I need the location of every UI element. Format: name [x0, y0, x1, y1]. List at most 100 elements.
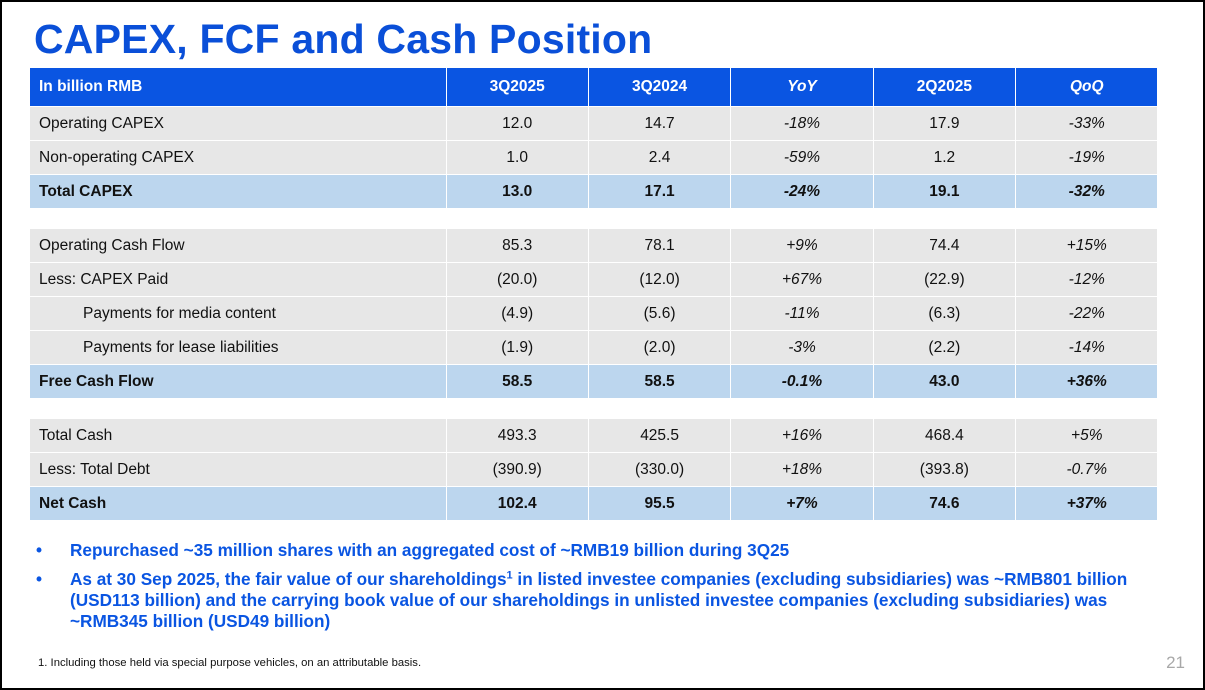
cell-3q2025: 493.3 [446, 418, 589, 453]
cell-yoy: +18% [730, 452, 874, 487]
cell-2q2025: (2.2) [873, 330, 1017, 365]
cell-3q2024: 95.5 [588, 486, 732, 520]
bullet-list: • Repurchased ~35 million shares with an… [34, 540, 1174, 640]
cell-yoy: +67% [730, 262, 874, 297]
cell-qoq: -19% [1015, 140, 1159, 175]
column-header-2q2025: 2Q2025 [873, 68, 1017, 107]
column-header-metric: In billion RMB [30, 68, 447, 107]
cell-3q2025: 58.5 [446, 364, 589, 399]
table-row-operating-cash-flow: Operating Cash Flow 85.3 78.1 +9% 74.4 +… [30, 228, 1159, 263]
table-row-non-operating-capex: Non-operating CAPEX 1.0 2.4 -59% 1.2 -19… [30, 140, 1159, 175]
cell-3q2024: (12.0) [588, 262, 732, 297]
cell-2q2025: 74.6 [873, 486, 1017, 520]
cell-yoy: +16% [730, 418, 874, 453]
column-header-yoy: YoY [730, 68, 874, 107]
row-label: Operating CAPEX [30, 106, 447, 141]
cell-3q2024: (2.0) [588, 330, 732, 365]
capex-fcf-cash-table: In billion RMB 3Q2025 3Q2024 YoY 2Q2025 … [30, 68, 1159, 520]
cell-2q2025: 74.4 [873, 228, 1017, 263]
row-label: Less: Total Debt [30, 452, 447, 487]
table-spacer [30, 208, 1158, 229]
cell-qoq: -14% [1015, 330, 1159, 365]
cell-3q2024: (5.6) [588, 296, 732, 331]
cell-2q2025: 43.0 [873, 364, 1017, 399]
cell-2q2025: 19.1 [873, 174, 1017, 209]
cell-3q2025: (4.9) [446, 296, 589, 331]
cell-3q2025: 1.0 [446, 140, 589, 175]
table-row-total-debt: Less: Total Debt (390.9) (330.0) +18% (3… [30, 452, 1159, 487]
table-row-capex-paid: Less: CAPEX Paid (20.0) (12.0) +67% (22.… [30, 262, 1159, 297]
table-row-lease-liabilities: Payments for lease liabilities (1.9) (2.… [30, 330, 1159, 365]
table-row-net-cash: Net Cash 102.4 95.5 +7% 74.6 +37% [30, 486, 1159, 520]
cell-yoy: -3% [730, 330, 874, 365]
page-number: 21 [1166, 653, 1185, 672]
bullet-text-start: As at 30 Sep 2025, the fair value of our… [70, 569, 507, 589]
cell-2q2025: 17.9 [873, 106, 1017, 141]
cell-yoy: -18% [730, 106, 874, 141]
table-spacer [30, 398, 1158, 419]
row-label: Operating Cash Flow [30, 228, 447, 263]
cell-3q2024: 78.1 [588, 228, 732, 263]
row-label: Payments for media content [30, 296, 447, 331]
bullet-icon: • [36, 569, 43, 589]
footnote: 1. Including those held via special purp… [38, 657, 422, 669]
cell-yoy: -11% [730, 296, 874, 331]
cell-yoy: -59% [730, 140, 874, 175]
cell-3q2024: 14.7 [588, 106, 732, 141]
cell-qoq: -22% [1015, 296, 1159, 331]
cell-3q2025: 85.3 [446, 228, 589, 263]
bullet-text: Repurchased ~35 million shares with an a… [70, 540, 790, 560]
cell-qoq: +15% [1015, 228, 1159, 263]
bullet-icon: • [36, 540, 43, 560]
cell-yoy: +7% [730, 486, 874, 520]
table-row-total-cash: Total Cash 493.3 425.5 +16% 468.4 +5% [30, 418, 1159, 453]
cell-3q2025: 13.0 [446, 174, 589, 209]
cell-2q2025: 468.4 [873, 418, 1017, 453]
cell-qoq: -0.7% [1015, 452, 1159, 487]
cell-2q2025: (6.3) [873, 296, 1017, 331]
cell-qoq: +36% [1015, 364, 1159, 399]
cell-3q2024: 17.1 [588, 174, 732, 209]
cell-3q2025: 102.4 [446, 486, 589, 520]
cell-3q2025: (20.0) [446, 262, 589, 297]
cell-3q2025: 12.0 [446, 106, 589, 141]
cell-3q2024: 58.5 [588, 364, 732, 399]
cell-yoy: -0.1% [730, 364, 874, 399]
cell-3q2025: (1.9) [446, 330, 589, 365]
footnote-marker: 1 [506, 569, 513, 582]
cell-2q2025: (22.9) [873, 262, 1017, 297]
column-header-3q2024: 3Q2024 [588, 68, 732, 107]
table-row-media-content: Payments for media content (4.9) (5.6) -… [30, 296, 1159, 331]
cell-3q2025: (390.9) [446, 452, 589, 487]
cell-yoy: -24% [730, 174, 874, 209]
cell-qoq: +5% [1015, 418, 1159, 453]
row-label: Non-operating CAPEX [30, 140, 447, 175]
table-header-row: In billion RMB 3Q2025 3Q2024 YoY 2Q2025 … [30, 68, 1159, 107]
column-header-qoq: QoQ [1015, 68, 1159, 107]
table-row-operating-capex: Operating CAPEX 12.0 14.7 -18% 17.9 -33% [30, 106, 1159, 141]
row-label: Payments for lease liabilities [30, 330, 447, 365]
bullet-text-end: in listed investee companies (excluding … [70, 569, 1128, 631]
cell-qoq: -12% [1015, 262, 1159, 297]
table-row-free-cash-flow: Free Cash Flow 58.5 58.5 -0.1% 43.0 +36% [30, 364, 1159, 399]
table-row-total-capex: Total CAPEX 13.0 17.1 -24% 19.1 -32% [30, 174, 1159, 209]
bullet-item-repurchase: • Repurchased ~35 million shares with an… [34, 540, 1174, 561]
row-label: Net Cash [30, 486, 447, 520]
cell-3q2024: 425.5 [588, 418, 732, 453]
cell-qoq: -32% [1015, 174, 1159, 209]
cell-yoy: +9% [730, 228, 874, 263]
bullet-item-shareholdings: • As at 30 Sep 2025, the fair value of o… [34, 569, 1174, 632]
cell-3q2024: (330.0) [588, 452, 732, 487]
cell-qoq: +37% [1015, 486, 1159, 520]
row-label: Free Cash Flow [30, 364, 447, 399]
column-header-3q2025: 3Q2025 [446, 68, 589, 107]
row-label: Total CAPEX [30, 174, 447, 209]
page-title: CAPEX, FCF and Cash Position [34, 16, 653, 62]
cell-qoq: -33% [1015, 106, 1159, 141]
cell-3q2024: 2.4 [588, 140, 732, 175]
cell-2q2025: 1.2 [873, 140, 1017, 175]
row-label: Less: CAPEX Paid [30, 262, 447, 297]
cell-2q2025: (393.8) [873, 452, 1017, 487]
row-label: Total Cash [30, 418, 447, 453]
